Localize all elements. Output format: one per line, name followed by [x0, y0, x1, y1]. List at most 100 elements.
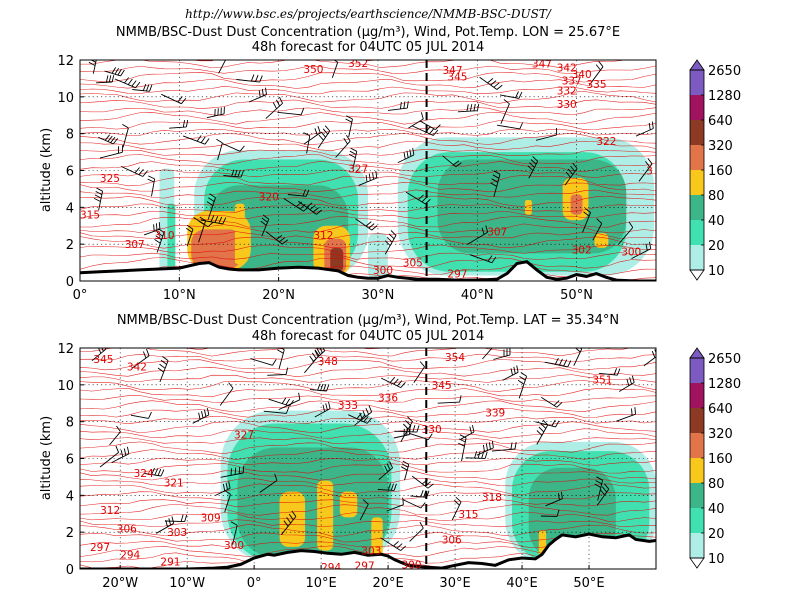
- wind-barb: [303, 132, 311, 154]
- isentrope-label: 302: [572, 245, 592, 257]
- isentrope-label: 354: [445, 352, 465, 364]
- wind-barb: [312, 348, 326, 363]
- isentrope-line: [80, 99, 656, 109]
- isentrope-line: [80, 195, 656, 207]
- y-tick-label: 8: [66, 128, 74, 143]
- axis-ticks: 0° 10°N 20°N 30°N 40°N 50°N 0 2 4 6 8 10 12: [57, 54, 592, 303]
- wind-barb: [216, 138, 223, 161]
- wind-barb: [263, 406, 290, 414]
- wind-barb: [635, 121, 654, 137]
- isentrope-line: [80, 175, 656, 187]
- wind-barb: [459, 425, 475, 441]
- wind-barb: [536, 419, 549, 445]
- wind-barb: [582, 207, 592, 233]
- wind-barb: [410, 490, 430, 498]
- isentrope-line: [190, 60, 555, 62]
- isentrope-label: 294: [321, 562, 341, 574]
- isentrope-line: [80, 437, 656, 444]
- wind-barb: [335, 135, 351, 158]
- wind-barb: [230, 521, 238, 545]
- isentrope-line: [80, 463, 656, 474]
- colorbar-swatch: [690, 170, 704, 195]
- isentrope-line: [80, 457, 656, 466]
- wind-barb: [380, 537, 407, 551]
- colorbar-arrow-top: [689, 59, 705, 71]
- isentrope-label: 320: [259, 191, 279, 203]
- isentrope-line: [80, 140, 656, 151]
- wind-barb: [592, 218, 603, 241]
- wind-barb: [465, 451, 488, 459]
- isentrope-label: 300: [373, 265, 393, 277]
- wind-barb: [331, 60, 339, 79]
- y-axis-label: altitude (km): [39, 128, 54, 212]
- colorbar-swatch: [690, 483, 704, 508]
- isentrope-label: 306: [117, 524, 137, 536]
- isentrope-label: 303: [167, 527, 187, 539]
- wind-barb: [394, 424, 420, 433]
- isentrope-label: 300: [621, 247, 641, 259]
- isentrope-label: 345: [432, 380, 452, 392]
- y-tick-label: 6: [66, 453, 74, 468]
- x-tick-label: 30°E: [439, 576, 470, 591]
- isentrope-label: 324: [134, 468, 154, 480]
- panel-title-line-1: NMMB/BSC-Dust Dust Concentration (µg/m³)…: [116, 25, 620, 40]
- isentrope-line: [80, 499, 656, 508]
- wind-barb: [617, 221, 634, 245]
- isentrope-label: 327: [348, 164, 368, 176]
- wind-barb: [220, 465, 245, 478]
- isentrope-label: 352: [348, 58, 368, 70]
- panel-title-line-2: 48h forecast for 04UTC 05 JUL 2014: [252, 40, 485, 55]
- wind-barb: [93, 187, 104, 211]
- terrain-line: [80, 532, 656, 569]
- isentrope-line: [80, 503, 656, 516]
- wind-barb: [476, 440, 494, 456]
- isentrope-label: 347: [532, 59, 552, 71]
- wind-barb: [564, 162, 578, 186]
- wind-barb: [355, 218, 378, 231]
- x-tick-label: 30°N: [362, 288, 395, 303]
- isentrope-label: 345: [93, 354, 113, 366]
- wind-barb: [397, 148, 415, 164]
- wind-barb: [408, 112, 424, 129]
- isentrope-label: 337: [562, 75, 582, 87]
- wind-barb: [198, 216, 207, 243]
- wind-barb: [493, 348, 511, 360]
- isentrope-label: 300: [402, 559, 422, 571]
- dust-contour-level-3: [234, 203, 245, 265]
- wind-barb: [287, 189, 310, 197]
- isentrope-label: 333: [338, 400, 358, 412]
- colorbar: 10 20 40 80 160 320 640 1280 2650: [689, 347, 741, 569]
- wind-barb: [277, 348, 285, 370]
- wind-barb: [384, 230, 397, 255]
- wind-barb: [378, 461, 394, 480]
- wind-barb: [317, 125, 331, 149]
- y-tick-label: 4: [66, 201, 74, 216]
- wind-barb: [99, 145, 123, 159]
- isentrope-label: 347: [443, 65, 463, 77]
- colorbar: 10 20 40 80 160 320 640 1280 2650: [689, 59, 741, 281]
- wind-barb: [348, 413, 372, 424]
- wind-barb: [544, 357, 572, 368]
- isentrope-line: [80, 265, 656, 276]
- isentrope-line: [80, 400, 656, 413]
- wind-barb: [345, 115, 353, 138]
- colorbar-label: 2650: [708, 352, 741, 367]
- wind-barb: [588, 61, 604, 86]
- isentrope-line: [80, 148, 656, 157]
- isentrope-label: 312: [100, 505, 120, 517]
- wind-barb: [491, 442, 517, 452]
- panel-meridian: NMMB/BSC-Dust Dust Concentration (µg/m³)…: [39, 25, 741, 303]
- wind-barb: [224, 490, 231, 513]
- colorbar-label: 320: [708, 139, 733, 154]
- wind-barb: [88, 60, 97, 74]
- isentrope-line: [80, 169, 656, 178]
- wind-barb: [451, 496, 462, 521]
- colorbar-swatch: [690, 358, 704, 383]
- isentrope-label: 318: [482, 492, 502, 504]
- y-tick-label: 6: [66, 165, 74, 180]
- x-tick-label: 10°E: [305, 576, 336, 591]
- isentrope-line: [80, 244, 656, 255]
- wind-barb: [310, 383, 330, 392]
